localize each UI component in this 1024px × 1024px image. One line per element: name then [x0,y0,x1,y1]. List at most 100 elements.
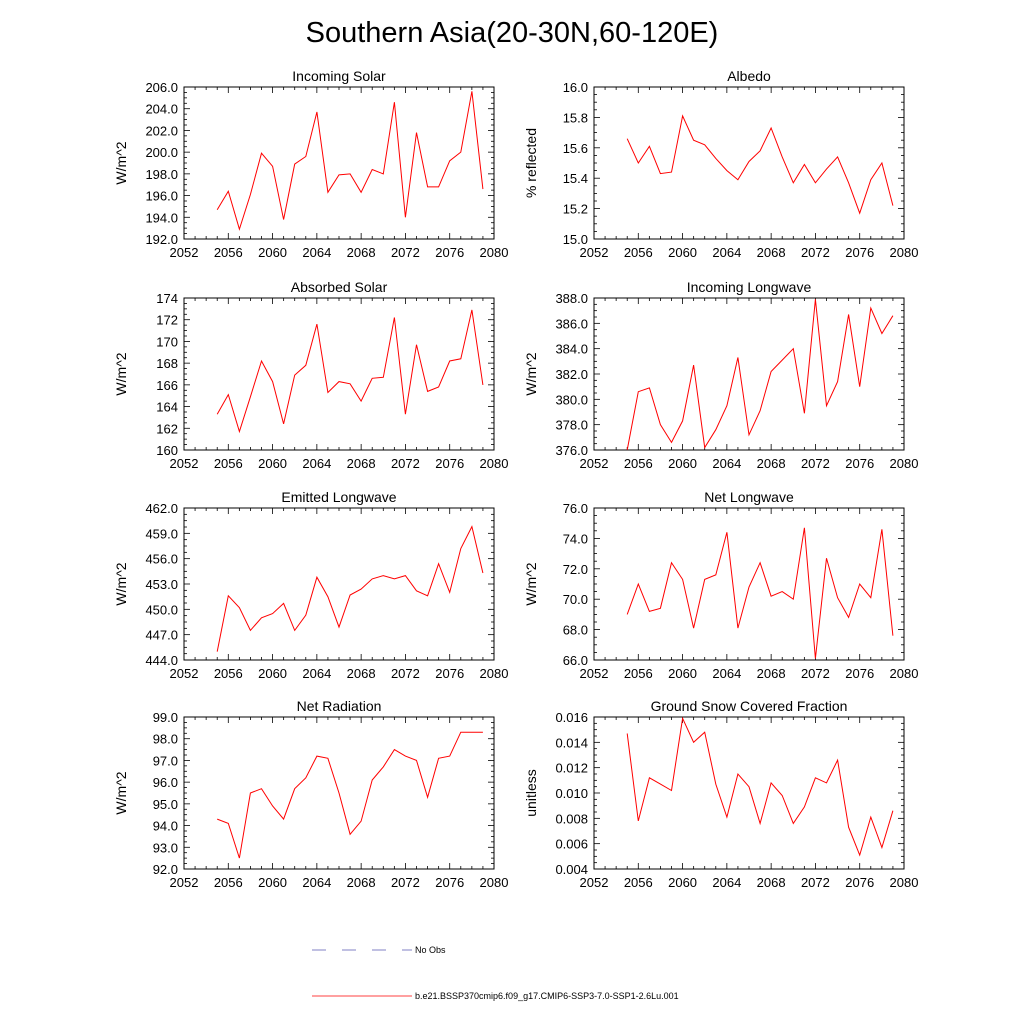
x-tick-label: 2072 [391,666,420,681]
x-tick-label: 2056 [624,666,653,681]
panel-title: Incoming Longwave [687,279,812,295]
y-axis-label: % reflected [523,128,539,198]
x-tick-label: 2056 [624,456,653,471]
y-tick-label: 200.0 [145,145,178,160]
y-tick-label: 15.0 [563,232,588,247]
x-tick-label: 2052 [170,666,199,681]
x-tick-label: 2072 [391,245,420,260]
y-tick-label: 96.0 [153,775,178,790]
legend-obs-label: No Obs [415,945,446,955]
panel-title: Albedo [727,68,771,84]
y-axis-label: W/m^2 [523,352,539,395]
x-tick-label: 2052 [170,456,199,471]
series-line [626,716,894,857]
y-tick-label: 170 [156,334,178,349]
y-tick-label: 0.004 [555,862,588,877]
panel-title: Net Longwave [704,489,794,505]
x-tick-label: 2064 [302,666,331,681]
y-axis-label: W/m^2 [523,562,539,605]
x-tick-label: 2060 [258,245,287,260]
y-tick-label: 174 [156,291,178,306]
y-tick-label: 70.0 [563,592,588,607]
y-tick-label: 378.0 [555,418,588,433]
panel-title: Net Radiation [297,698,382,714]
x-tick-label: 2052 [580,666,609,681]
x-tick-label: 2064 [712,666,741,681]
x-tick-label: 2068 [347,245,376,260]
x-tick-label: 2064 [302,456,331,471]
y-tick-label: 160 [156,443,178,458]
x-tick-label: 2060 [668,456,697,471]
y-tick-label: 206.0 [145,80,178,95]
legend: No Obs b.e21.BSSP370cmip6.f09_g17.CMIP6-… [312,945,679,1001]
x-tick-label: 2064 [302,875,331,890]
plot-frame [183,507,495,661]
series-line [626,527,894,659]
y-axis-label: unitless [523,769,539,816]
panel-title: Emitted Longwave [281,489,396,505]
y-tick-label: 0.014 [555,735,588,750]
y-tick-label: 384.0 [555,342,588,357]
x-tick-label: 2080 [890,875,919,890]
x-tick-label: 2052 [170,875,199,890]
x-tick-label: 2056 [624,875,653,890]
y-tick-label: 376.0 [555,443,588,458]
y-tick-label: 0.008 [555,811,588,826]
y-tick-label: 194.0 [145,210,178,225]
x-tick-label: 2072 [801,245,830,260]
panel-title: Incoming Solar [292,68,386,84]
y-tick-label: 92.0 [153,862,178,877]
panel-title: Ground Snow Covered Fraction [651,698,848,714]
y-tick-label: 95.0 [153,797,178,812]
y-tick-label: 382.0 [555,367,588,382]
y-tick-label: 196.0 [145,189,178,204]
x-tick-label: 2064 [712,245,741,260]
x-tick-label: 2060 [258,666,287,681]
x-tick-label: 2056 [624,245,653,260]
panel-3: Absorbed Solar W/m^2 2052 2056 2060 2064 2068 2… [113,279,508,471]
y-tick-label: 0.006 [555,837,588,852]
y-tick-label: 447.0 [145,628,178,643]
panel-8: Ground Snow Covered Fraction unitless 2052… [523,698,918,890]
y-tick-label: 192.0 [145,232,178,247]
x-tick-label: 2060 [668,875,697,890]
x-tick-label: 2052 [580,245,609,260]
y-tick-label: 166 [156,378,178,393]
x-tick-label: 2076 [435,666,464,681]
y-axis-label: W/m^2 [113,771,129,814]
panel-7: Net Radiation W/m^2 2052 2056 2060 2064 2068 20… [113,698,508,890]
x-tick-label: 2076 [845,456,874,471]
x-tick-label: 2072 [391,875,420,890]
x-tick-label: 2076 [435,245,464,260]
x-tick-label: 2068 [347,666,376,681]
y-axis-label: W/m^2 [113,352,129,395]
y-tick-label: 74.0 [563,531,588,546]
panel-4: Incoming Longwave W/m^2 2052 2056 2060 2064 20… [523,279,918,471]
panel-6: Net Longwave W/m^2 2052 2056 2060 2064 2068 207… [523,489,918,681]
y-tick-label: 456.0 [145,552,178,567]
series-line [626,114,894,215]
y-tick-label: 0.012 [555,761,588,776]
y-tick-label: 72.0 [563,562,588,577]
panel-1: Incoming Solar W/m^2 2052 2056 2060 2064 2068 2… [113,68,508,260]
y-tick-label: 99.0 [153,710,178,725]
x-tick-label: 2068 [757,875,786,890]
y-axis-label: W/m^2 [113,141,129,184]
series-line [216,91,484,231]
y-tick-label: 66.0 [563,653,588,668]
y-tick-label: 94.0 [153,819,178,834]
x-tick-label: 2056 [214,666,243,681]
figure-title: Southern Asia(20-30N,60-120E) [306,17,719,49]
plot-frame [593,507,905,661]
series-line [216,525,484,652]
panel-title: Absorbed Solar [291,279,388,295]
x-tick-label: 2068 [757,456,786,471]
x-tick-label: 2080 [480,245,509,260]
y-tick-label: 168 [156,356,178,371]
y-tick-label: 172 [156,313,178,328]
y-tick-label: 453.0 [145,577,178,592]
plot-frame [183,297,495,451]
y-tick-label: 386.0 [555,316,588,331]
x-tick-label: 2080 [480,666,509,681]
